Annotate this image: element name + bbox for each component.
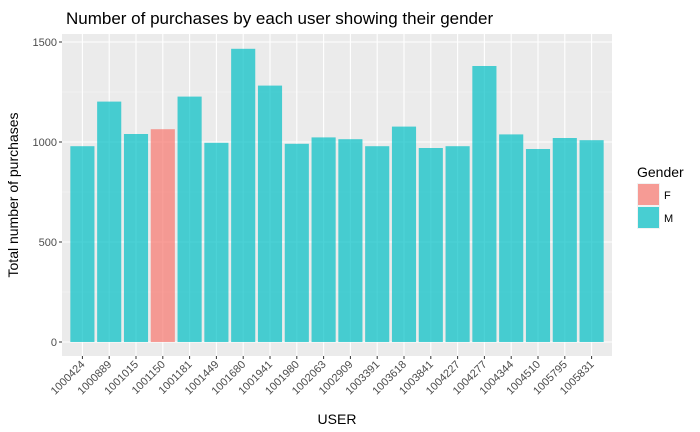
y-tick-label: 1000 [33, 137, 57, 149]
bars-group [70, 48, 604, 343]
x-axis: 1000424100088910010151001150100118110014… [49, 356, 597, 397]
x-axis-title: USER [318, 411, 357, 427]
bar-1004344 [499, 134, 524, 342]
legend-key-M [638, 207, 659, 228]
y-tick-label: 0 [51, 337, 57, 349]
bar-1000424 [70, 146, 95, 342]
y-axis-title: Total number of purchases [5, 113, 21, 278]
legend-label-F: F [664, 190, 671, 202]
bar-1001980 [284, 143, 309, 342]
bar-1004510 [525, 149, 551, 342]
bar-1002063 [311, 137, 336, 342]
bar-1003618 [391, 126, 417, 342]
bar-1001449 [204, 142, 229, 342]
bar-1001150 [150, 129, 175, 342]
legend-label-M: M [664, 213, 673, 225]
y-tick-label: 500 [39, 237, 57, 249]
bar-1003841 [418, 148, 443, 342]
legend-key-F [638, 184, 659, 205]
bar-1000889 [97, 101, 122, 342]
legend: Gender FM [637, 164, 684, 229]
bar-1003391 [365, 146, 390, 342]
y-tick-label: 1500 [33, 37, 57, 49]
bar-1005795 [552, 138, 577, 342]
bar-1005831 [579, 140, 604, 342]
chart-title: Number of purchases by each user showing… [66, 9, 493, 28]
bar-1001941 [257, 85, 283, 342]
bar-1002909 [338, 139, 363, 342]
bar-1004277 [472, 66, 497, 342]
bar-1001181 [177, 96, 202, 342]
bar-1004227 [445, 146, 470, 342]
y-axis: 0 500 1000 1500 [33, 37, 62, 349]
bar-1001015 [123, 134, 149, 342]
legend-title: Gender [637, 164, 684, 180]
bar-1001680 [231, 48, 256, 343]
